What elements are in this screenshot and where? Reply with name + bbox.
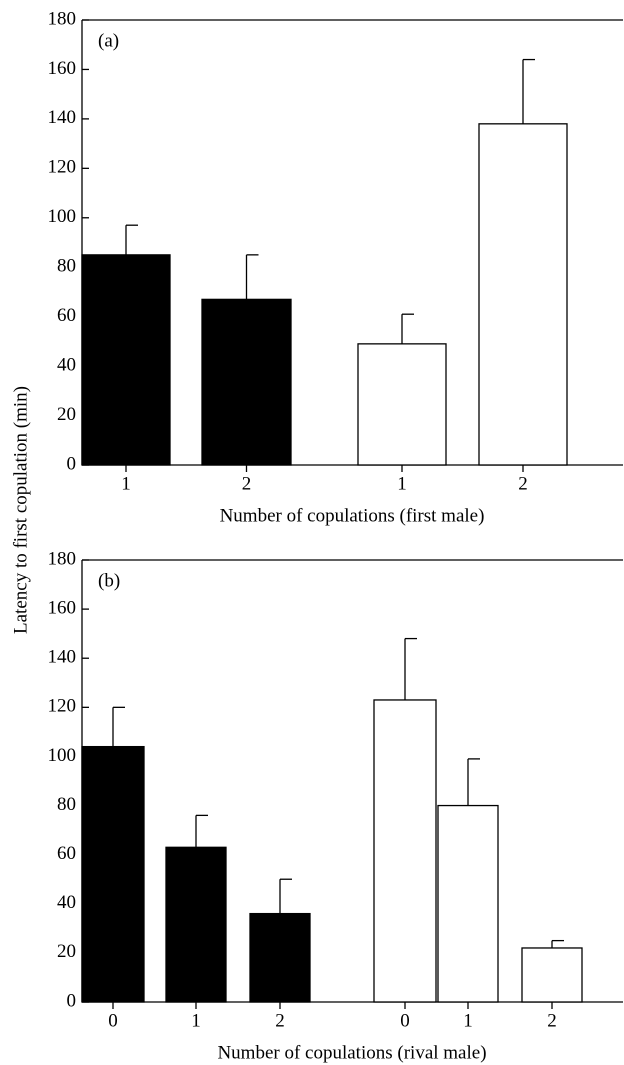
- panel-label: (a): [98, 30, 119, 51]
- y-tick-label: 0: [67, 990, 77, 1011]
- bar: [81, 745, 145, 1003]
- x-tick-label: 1: [191, 1010, 201, 1031]
- y-tick-label: 40: [57, 354, 76, 375]
- panel-label: (b): [98, 570, 120, 591]
- bar: [81, 254, 171, 466]
- bar: [521, 947, 583, 1003]
- y-tick-label: 180: [48, 8, 77, 29]
- x-tick-label: 2: [547, 1010, 557, 1031]
- bar: [165, 846, 227, 1003]
- y-tick-label: 160: [48, 597, 77, 618]
- y-tick-label: 160: [48, 58, 77, 79]
- bar: [478, 123, 568, 466]
- y-tick-label: 80: [57, 794, 76, 815]
- y-axis-label: Latency to first copulation (min): [10, 386, 31, 634]
- y-tick-label: 20: [57, 941, 76, 962]
- bar: [201, 298, 292, 466]
- x-axis-label: Number of copulations (rival male): [217, 1042, 486, 1063]
- y-tick-label: 120: [48, 696, 77, 717]
- y-tick-label: 0: [67, 453, 77, 474]
- bar: [357, 343, 447, 466]
- x-tick-label: 0: [400, 1010, 410, 1031]
- x-axis-label: Number of copulations (first male): [220, 505, 485, 526]
- y-tick-label: 140: [48, 647, 77, 668]
- x-tick-label: 2: [518, 473, 528, 494]
- x-tick-label: 1: [397, 473, 407, 494]
- y-tick-label: 60: [57, 305, 76, 326]
- y-tick-label: 60: [57, 843, 76, 864]
- bar: [373, 699, 437, 1003]
- y-tick-label: 100: [48, 745, 77, 766]
- y-tick-label: 40: [57, 892, 76, 913]
- x-tick-label: 1: [463, 1010, 473, 1031]
- y-tick-label: 80: [57, 256, 76, 277]
- y-tick-label: 20: [57, 404, 76, 425]
- bar: [437, 804, 499, 1003]
- x-tick-label: 2: [275, 1010, 285, 1031]
- y-tick-label: 100: [48, 206, 77, 227]
- x-tick-label: 0: [108, 1010, 118, 1031]
- bar: [249, 912, 311, 1003]
- y-tick-label: 140: [48, 107, 77, 128]
- x-tick-label: 2: [242, 473, 252, 494]
- x-tick-label: 1: [121, 473, 131, 494]
- y-tick-label: 180: [48, 548, 77, 569]
- y-tick-label: 120: [48, 157, 77, 178]
